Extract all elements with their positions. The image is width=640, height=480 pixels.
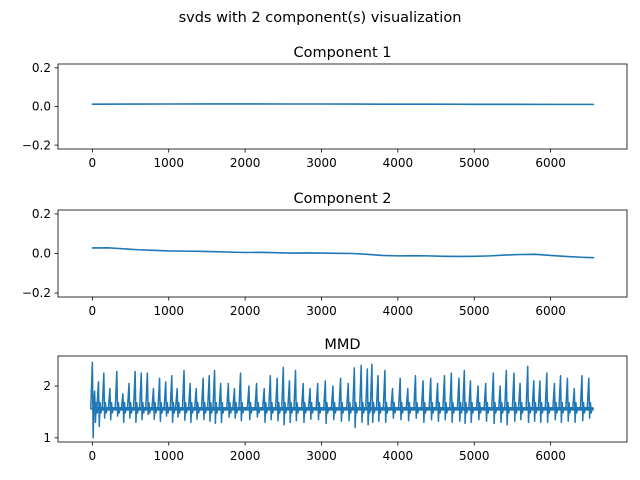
x-tick-label: 6000 (535, 156, 566, 170)
series-line (91, 246, 595, 259)
x-tick-label: 2000 (230, 449, 261, 463)
subplot-title: Component 2 (293, 191, 391, 207)
x-tick-label: 0 (89, 304, 97, 318)
x-tick-label: 1000 (153, 449, 184, 463)
subplot-title: MMD (324, 337, 360, 353)
x-tick-label: 5000 (459, 156, 490, 170)
y-tick-label: 2 (43, 379, 51, 393)
subplot-3: MMD 0 1000 2000 3000 4000 5000 6000 1 2 (43, 337, 628, 463)
x-tick-label: 3000 (306, 156, 337, 170)
x-tick-label: 2000 (230, 304, 261, 318)
x-tick-label: 0 (89, 449, 97, 463)
subplot-1: Component 1 0 1000 2000 3000 4000 5000 6000 −0.2… (22, 45, 628, 170)
subplot-panels: Component 1 0 1000 2000 3000 4000 5000 6000 −0.2… (22, 45, 628, 463)
y-tick-label: 0.2 (32, 61, 51, 75)
x-tick-label: 0 (89, 156, 97, 170)
y-tick-label: 0.0 (32, 100, 51, 114)
x-tick-label: 3000 (306, 449, 337, 463)
x-tick-label: 5000 (459, 304, 490, 318)
figure-suptitle: svds with 2 component(s) visualization (179, 10, 462, 26)
x-tick-label: 4000 (383, 449, 414, 463)
x-tick-label: 4000 (383, 156, 414, 170)
y-tick-label: 1 (43, 431, 51, 445)
x-tick-label: 4000 (383, 304, 414, 318)
y-tick-label: −0.2 (22, 138, 51, 152)
x-tick-label: 2000 (230, 156, 261, 170)
x-tick-label: 5000 (459, 449, 490, 463)
y-tick-label: 0.2 (32, 207, 51, 221)
y-tick-label: −0.2 (22, 286, 51, 300)
x-tick-label: 3000 (306, 304, 337, 318)
x-tick-label: 1000 (153, 156, 184, 170)
series-baseline-band (92, 407, 594, 411)
x-tick-label: 6000 (535, 304, 566, 318)
axes-frame (57, 355, 628, 443)
x-tick-label: 6000 (535, 449, 566, 463)
y-tick-label: 0.0 (32, 247, 51, 261)
subplot-title: Component 1 (293, 45, 391, 61)
subplot-2: Component 2 0 1000 2000 3000 4000 5000 6000 −0.2… (22, 191, 628, 318)
x-tick-label: 1000 (153, 304, 184, 318)
